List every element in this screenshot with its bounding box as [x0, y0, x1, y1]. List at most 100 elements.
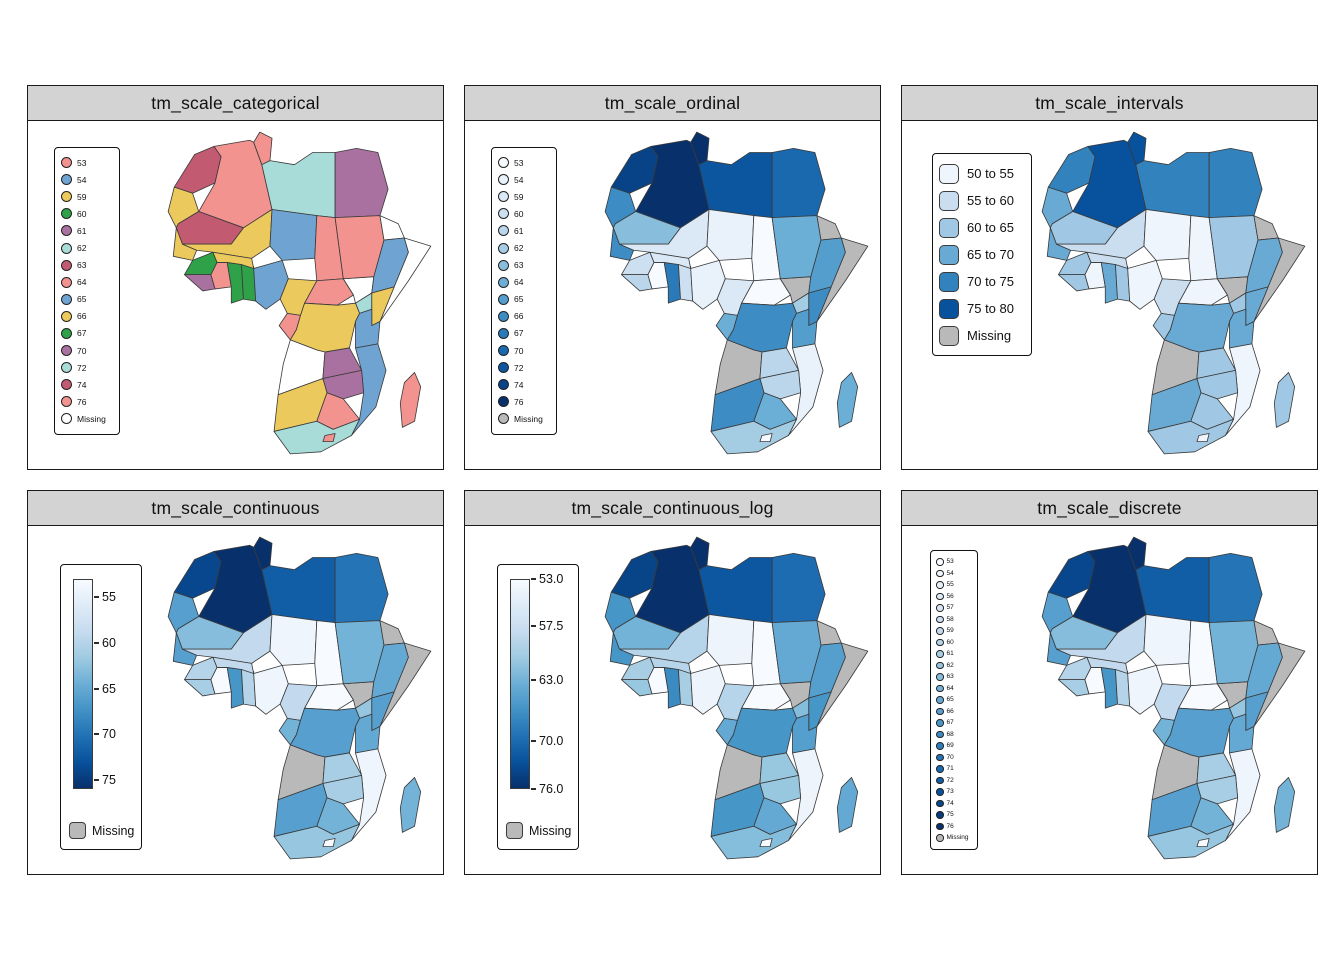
legend-item-label: 53: [514, 157, 524, 168]
legend-item-label: 65: [77, 294, 87, 305]
country-eritrea: [379, 215, 405, 241]
country-tunisia: [253, 131, 273, 166]
panel-body: 53 54 59 60 61 62 63 64 65 66 67 70 72 74 76 Missing: [28, 121, 443, 469]
legend-item-label: 50 to 55: [967, 166, 1014, 181]
country-south-africa: [710, 823, 797, 860]
panel-tm-scale-continuous: tm_scale_continuous 55 60 65 70 75 Missing: [27, 490, 444, 875]
legend-item-symbol: [498, 345, 509, 357]
legend-item-symbol: [936, 673, 944, 681]
legend-item-label: 67: [514, 328, 524, 339]
legend-item-symbol: [936, 719, 944, 727]
legend-item: 64: [61, 274, 113, 291]
panel-title: tm_scale_ordinal: [465, 86, 880, 121]
legend-item-label: 55 to 60: [967, 193, 1014, 208]
legend-item-symbol: [936, 661, 944, 669]
legend-item-label: 54: [77, 174, 87, 185]
legend-item-swatch: [939, 217, 959, 238]
legend-item-label: 56: [946, 592, 954, 600]
legend-item: 66: [498, 308, 550, 325]
legend-item-label: Missing: [77, 413, 106, 424]
tick-mark: [94, 778, 99, 781]
panel-tm-scale-discrete: tm_scale_discrete 53 54 55 56 57 58 59 60 61 62 63…: [901, 490, 1318, 875]
country-tunisia: [1127, 131, 1147, 166]
panel-tm-scale-continuous-log: tm_scale_continuous_log 53.0 57.5 63.0 70.0…: [464, 490, 881, 875]
tick-mark: [94, 641, 99, 644]
legend-item-symbol: [936, 604, 944, 612]
country-liberia: [184, 679, 216, 697]
legend-item-symbol: [936, 569, 944, 577]
legend-item-label: 66: [514, 311, 524, 322]
country-south-africa: [1147, 418, 1234, 455]
legend-item-symbol: [61, 327, 72, 339]
legend-item-label: 66: [77, 311, 87, 322]
legend-item: 59: [498, 188, 550, 205]
country-eritrea: [1253, 215, 1279, 241]
country-central-african-republic: [741, 683, 791, 711]
legend-item-label: 62: [77, 243, 87, 254]
legend-item: 76: [61, 393, 113, 410]
country-central-african-republic: [1178, 278, 1228, 306]
legend-item: 72: [498, 359, 550, 376]
legend-item-label: 67: [77, 328, 87, 339]
legend-item: 59: [936, 625, 972, 637]
legend-item-label: 74: [946, 799, 954, 807]
legend-item-symbol: [936, 811, 944, 819]
country-lesotho: [1196, 433, 1210, 443]
country-libya: [1135, 557, 1210, 624]
legend-item-label: 53: [77, 157, 87, 168]
country-egypt: [334, 147, 389, 219]
country-tunisia: [690, 131, 710, 166]
legend-item: 65: [936, 694, 972, 706]
legend-item-symbol: [61, 276, 72, 288]
tick-label: 60: [102, 635, 116, 650]
legend-item-swatch: [939, 163, 959, 184]
legend-item-symbol: [498, 191, 509, 203]
legend-item: 67: [498, 325, 550, 342]
legend-item-symbol: [498, 157, 509, 169]
legend-item-label: 61: [514, 225, 524, 236]
legend-item-label: 67: [946, 719, 954, 727]
legend-item: 60: [936, 637, 972, 649]
legend-item-label: 60: [77, 208, 87, 219]
legend-item-label: 59: [77, 191, 87, 202]
country-egypt: [771, 552, 826, 624]
country-tanzania: [355, 308, 381, 349]
country-lesotho: [759, 838, 773, 848]
legend-item-symbol: [936, 638, 944, 646]
country-central-african-republic: [741, 278, 791, 306]
legend-item-symbol: [61, 208, 72, 220]
panel-body: 55 60 65 70 75 Missing: [28, 526, 443, 874]
tick-label: 65: [102, 681, 116, 696]
country-eritrea: [1253, 620, 1279, 646]
legend-item: 71: [936, 763, 972, 775]
legend-item: 70: [498, 342, 550, 359]
country-niger: [1143, 614, 1192, 666]
legend-item-label: 54: [514, 174, 524, 185]
legend-item: 68: [936, 729, 972, 741]
legend-item-label: 65: [514, 294, 524, 305]
legend-item-label: 60: [946, 638, 954, 646]
legend-item-symbol: [498, 310, 509, 322]
legend-box: 53.0 57.5 63.0 70.0 76.0 Missing: [497, 564, 579, 850]
tick-label: 70.0: [539, 734, 564, 749]
legend-item-symbol: [498, 242, 509, 254]
country-liberia: [621, 679, 653, 697]
legend-item: 70: [61, 342, 113, 359]
legend-item-symbol: [936, 776, 944, 784]
country-tunisia: [1127, 536, 1147, 571]
tick-mark: [531, 625, 536, 628]
legend-gradient: 53.0 57.5 63.0 70.0 76.0: [510, 572, 572, 796]
country-liberia: [1058, 274, 1090, 292]
country-tanzania: [355, 713, 381, 754]
country-burkina-faso: [649, 251, 692, 269]
legend-item-swatch: [939, 298, 959, 319]
legend-item-symbol: [498, 174, 509, 186]
country-egypt: [1208, 147, 1263, 219]
country-libya: [261, 557, 336, 624]
country-central-african-republic: [304, 278, 354, 306]
legend-item-label: 63: [946, 673, 954, 681]
legend-item-label: 65 to 70: [967, 247, 1014, 262]
legend-item-symbol: [936, 581, 944, 589]
legend-item: 74: [61, 376, 113, 393]
legend-item-label: 72: [77, 362, 87, 373]
